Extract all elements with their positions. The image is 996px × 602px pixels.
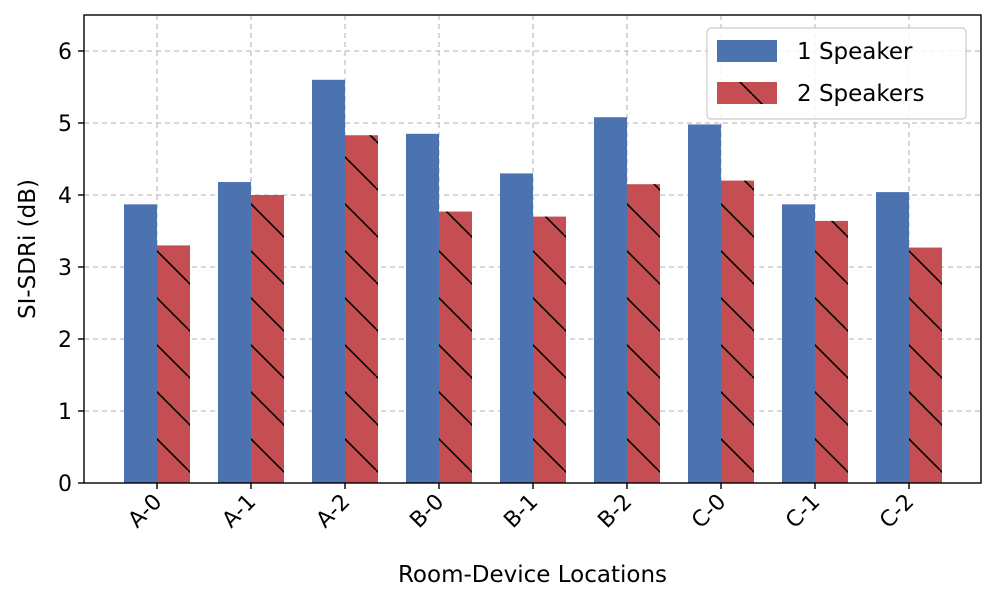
x-tick-label: C-1 (781, 490, 825, 534)
y-tick-label: 2 (58, 328, 72, 353)
bar-one-speaker-a-0 (124, 204, 157, 484)
bar-hatch (439, 211, 472, 483)
bar-hatch (627, 184, 660, 483)
bar-hatch (157, 245, 190, 483)
legend-swatch (717, 40, 777, 62)
bar-one-speaker-b-0 (406, 133, 439, 484)
x-tick-label: B-2 (593, 490, 637, 534)
x-tick-label: A-1 (218, 490, 261, 533)
y-tick-label: 0 (58, 472, 72, 497)
bar-hatch (815, 220, 848, 484)
bars (124, 79, 942, 484)
x-axis-title: Room-Device Locations (398, 562, 667, 588)
bar-hatch (251, 195, 284, 483)
y-axis-title: SI-SDRi (dB) (15, 179, 41, 319)
bar-one-speaker-c-1 (782, 204, 815, 484)
y-tick-label: 3 (58, 256, 72, 281)
legend-swatch-hatch (717, 82, 777, 104)
y-tick-label: 6 (58, 40, 72, 65)
x-tick-label: B-0 (405, 490, 449, 534)
bar-one-speaker-c-0 (688, 124, 721, 483)
bar-hatch (345, 135, 378, 484)
x-tick-label: C-0 (687, 490, 731, 534)
legend-label: 1 Speaker (797, 39, 913, 65)
bar-one-speaker-b-1 (500, 173, 533, 483)
y-tick-label: 5 (58, 112, 72, 137)
legend-label: 2 Speakers (797, 81, 924, 107)
bar-hatch (533, 216, 566, 483)
legend: 1 Speaker 2 Speakers (706, 27, 967, 120)
bar-hatch (721, 180, 754, 483)
x-tick-label: A-0 (124, 490, 167, 533)
bar-one-speaker-c-2 (876, 192, 909, 483)
bar-one-speaker-a-1 (218, 182, 251, 484)
y-tick-label: 1 (58, 400, 72, 425)
bar-one-speaker-b-2 (594, 117, 627, 484)
x-tick-label: A-2 (312, 490, 355, 533)
bar-one-speaker-a-2 (312, 79, 345, 484)
bar-hatch (909, 247, 942, 483)
y-tick-label: 4 (58, 184, 72, 209)
x-tick-label: C-2 (875, 490, 919, 534)
x-tick-label: B-1 (499, 490, 543, 534)
